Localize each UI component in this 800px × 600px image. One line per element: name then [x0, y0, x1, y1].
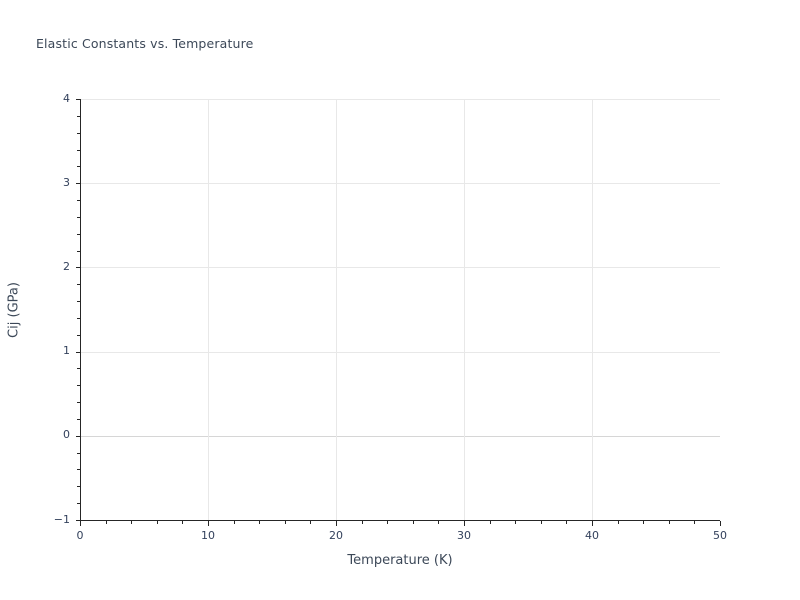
y-tick-minor	[77, 233, 80, 235]
y-tick-minor	[77, 486, 80, 488]
x-tick-major	[336, 521, 338, 526]
y-tick-minor	[77, 503, 80, 505]
y-tick-minor	[77, 166, 80, 168]
y-tick-minor	[77, 334, 80, 336]
y-tick-label: 2	[63, 259, 70, 273]
y-tick-minor	[77, 469, 80, 471]
x-axis-label: Temperature (K)	[347, 553, 453, 568]
y-tick-major	[75, 99, 80, 101]
y-tick-major	[75, 351, 80, 353]
gridline-vertical	[592, 99, 593, 520]
y-tick-minor	[77, 317, 80, 319]
x-tick-minor	[694, 521, 696, 524]
gridline-horizontal	[80, 267, 720, 268]
chart-title: Elastic Constants vs. Temperature	[36, 36, 254, 51]
y-axis-label: Cij (GPa)	[6, 282, 22, 338]
gridline-horizontal	[80, 183, 720, 184]
x-tick-minor	[515, 521, 517, 524]
x-tick-minor	[131, 521, 133, 524]
y-tick-label: 1	[63, 344, 70, 358]
x-tick-major	[720, 521, 722, 526]
y-tick-minor	[77, 149, 80, 151]
gridline-vertical	[464, 99, 465, 520]
gridline-horizontal	[80, 352, 720, 353]
x-tick-major	[80, 521, 82, 526]
y-tick-label: 4	[63, 91, 70, 105]
x-tick-minor	[412, 521, 414, 524]
x-tick-label: 30	[457, 529, 471, 542]
y-tick-label: −1	[53, 512, 70, 526]
x-tick-minor	[668, 521, 670, 524]
x-tick-minor	[387, 521, 389, 524]
y-tick-minor	[77, 284, 80, 286]
y-tick-minor	[77, 402, 80, 404]
x-tick-major	[464, 521, 466, 526]
y-tick-minor	[77, 250, 80, 252]
y-tick-minor	[77, 132, 80, 134]
y-tick-minor	[77, 385, 80, 387]
y-tick-minor	[77, 200, 80, 202]
x-tick-label: 10	[201, 529, 215, 542]
x-tick-label: 20	[329, 529, 343, 542]
y-tick-label: 3	[63, 175, 70, 189]
y-axis-spine	[80, 99, 82, 520]
data-series-layer	[80, 99, 720, 520]
x-tick-minor	[310, 521, 312, 524]
y-tick-major	[75, 183, 80, 185]
x-tick-minor	[156, 521, 158, 524]
gridline-horizontal	[80, 436, 720, 437]
y-tick-label: 0	[63, 428, 70, 442]
x-tick-minor	[566, 521, 568, 524]
x-tick-label: 40	[585, 529, 599, 542]
gridline-vertical	[208, 99, 209, 520]
x-tick-minor	[617, 521, 619, 524]
x-tick-minor	[233, 521, 235, 524]
y-tick-major	[75, 520, 80, 522]
x-tick-minor	[284, 521, 286, 524]
y-tick-major	[75, 435, 80, 437]
y-tick-minor	[77, 418, 80, 420]
y-tick-minor	[77, 368, 80, 370]
x-tick-minor	[643, 521, 645, 524]
x-tick-major	[208, 521, 210, 526]
plot-area	[80, 99, 720, 520]
x-tick-label: 50	[713, 529, 727, 542]
x-tick-minor	[105, 521, 107, 524]
x-tick-minor	[540, 521, 542, 524]
x-axis-spine	[80, 520, 720, 522]
y-tick-major	[75, 267, 80, 269]
x-tick-minor	[489, 521, 491, 524]
y-tick-minor	[77, 301, 80, 303]
x-tick-minor	[182, 521, 184, 524]
y-tick-minor	[77, 216, 80, 218]
y-tick-minor	[77, 452, 80, 454]
gridline-vertical	[336, 99, 337, 520]
x-tick-minor	[259, 521, 261, 524]
x-tick-minor	[438, 521, 440, 524]
x-tick-label: 0	[76, 529, 84, 542]
x-tick-major	[592, 521, 594, 526]
gridline-horizontal	[80, 99, 720, 100]
x-tick-minor	[361, 521, 363, 524]
y-tick-minor	[77, 115, 80, 117]
